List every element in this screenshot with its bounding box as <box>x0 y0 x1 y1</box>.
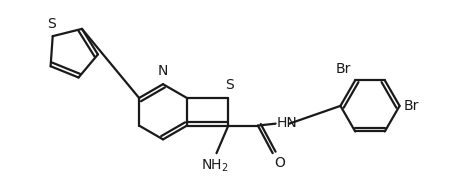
Text: N: N <box>158 64 168 78</box>
Text: S: S <box>225 78 233 92</box>
Text: Br: Br <box>336 62 351 76</box>
Text: O: O <box>274 156 286 170</box>
Text: Br: Br <box>404 99 419 113</box>
Text: S: S <box>48 17 56 31</box>
Text: HN: HN <box>277 116 297 130</box>
Text: NH$_2$: NH$_2$ <box>201 157 228 173</box>
